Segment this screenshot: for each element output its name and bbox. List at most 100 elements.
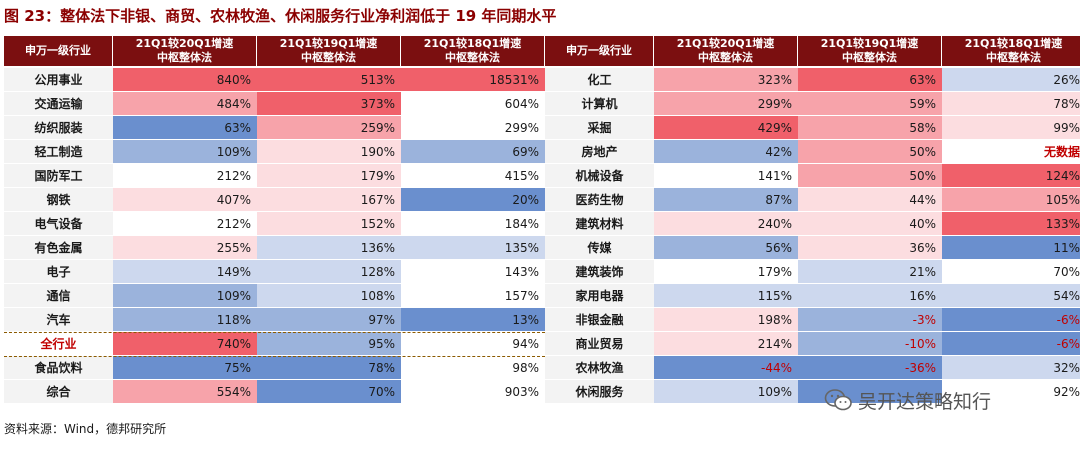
growth-value-cell: 92% xyxy=(942,380,1080,404)
growth-value-cell: -10% xyxy=(798,332,942,356)
growth-value-cell: 18531% xyxy=(401,68,545,92)
growth-value-cell: 105% xyxy=(942,188,1080,212)
industry-name-right: 非银金融 xyxy=(545,308,654,332)
growth-value-cell: 141% xyxy=(654,164,798,188)
industry-name-left: 纺织服装 xyxy=(4,116,113,140)
industry-name-right: 采掘 xyxy=(545,116,654,140)
growth-value-cell: 87% xyxy=(654,188,798,212)
growth-value-cell: 415% xyxy=(401,164,545,188)
growth-value-cell: -6% xyxy=(942,308,1080,332)
growth-value-cell: -36% xyxy=(798,356,942,380)
growth-value-cell: 50% xyxy=(798,140,942,164)
growth-value-cell: 323% xyxy=(654,68,798,92)
growth-value-cell: 56% xyxy=(654,236,798,260)
growth-value-cell: 604% xyxy=(401,92,545,116)
growth-value-cell: 513% xyxy=(257,68,401,92)
growth-value-cell: 157% xyxy=(401,284,545,308)
industry-name-left: 公用事业 xyxy=(4,68,113,92)
growth-value-cell: 32% xyxy=(942,356,1080,380)
growth-value-cell: 63% xyxy=(798,68,942,92)
industry-name-right: 商业贸易 xyxy=(545,332,654,356)
wechat-icon xyxy=(824,389,852,411)
growth-value-cell: 40% xyxy=(798,212,942,236)
industry-name-right: 建筑材料 xyxy=(545,212,654,236)
industry-name-left: 通信 xyxy=(4,284,113,308)
growth-value-cell: 95% xyxy=(257,332,401,356)
growth-value-cell: 16% xyxy=(798,284,942,308)
industry-name-right: 机械设备 xyxy=(545,164,654,188)
growth-value-cell: 135% xyxy=(401,236,545,260)
growth-value-cell: 21% xyxy=(798,260,942,284)
growth-value-cell: 44% xyxy=(798,188,942,212)
figure-title: 图 23：整体法下非银、商贸、农林牧渔、休闲服务行业净利润低于 19 年同期水平 xyxy=(4,7,557,25)
growth-value-cell: 259% xyxy=(257,116,401,140)
growth-value-cell: 214% xyxy=(654,332,798,356)
growth-value-cell: 133% xyxy=(942,212,1080,236)
growth-value-cell: 179% xyxy=(654,260,798,284)
growth-value-cell: 240% xyxy=(654,212,798,236)
industry-name-right: 医药生物 xyxy=(545,188,654,212)
watermark: 吴开达策略知行 xyxy=(824,386,991,414)
industry-name-left: 电子 xyxy=(4,260,113,284)
growth-value-cell: -44% xyxy=(654,356,798,380)
highlight-row-border xyxy=(4,356,545,357)
industry-name-right: 农林牧渔 xyxy=(545,356,654,380)
growth-value-cell: 70% xyxy=(257,380,401,404)
growth-value-cell: 98% xyxy=(401,356,545,380)
industry-name-left: 电气设备 xyxy=(4,212,113,236)
growth-value-cell: 42% xyxy=(654,140,798,164)
growth-value-cell: -6% xyxy=(942,332,1080,356)
column-header: 21Q1较19Q1增速 中枢整体法 xyxy=(798,36,942,66)
growth-value-cell: 554% xyxy=(113,380,257,404)
growth-value-cell: 136% xyxy=(257,236,401,260)
growth-value-cell: 840% xyxy=(113,68,257,92)
growth-value-cell: 740% xyxy=(113,332,257,356)
industry-name-left: 汽车 xyxy=(4,308,113,332)
industry-name-right: 计算机 xyxy=(545,92,654,116)
growth-value-cell: 124% xyxy=(942,164,1080,188)
column-header: 21Q1较18Q1增速 中枢整体法 xyxy=(942,36,1080,66)
growth-value-cell: 58% xyxy=(798,116,942,140)
growth-value-cell: 20% xyxy=(401,188,545,212)
growth-value-cell: -3% xyxy=(798,308,942,332)
column-header: 申万一级行业 xyxy=(545,36,654,66)
growth-value-cell: 212% xyxy=(113,164,257,188)
growth-value-cell: 407% xyxy=(113,188,257,212)
growth-value-cell: 484% xyxy=(113,92,257,116)
growth-value-cell: 26% xyxy=(942,68,1080,92)
industry-name-right: 家用电器 xyxy=(545,284,654,308)
industry-name-right: 房地产 xyxy=(545,140,654,164)
industry-name-right: 化工 xyxy=(545,68,654,92)
industry-name-left: 综合 xyxy=(4,380,113,404)
industry-name-left: 全行业 xyxy=(4,332,113,356)
growth-value-cell: 63% xyxy=(113,116,257,140)
growth-value-cell: 118% xyxy=(113,308,257,332)
source-note: 资料来源：Wind，德邦研究所 xyxy=(4,422,167,436)
growth-value-cell: 36% xyxy=(798,236,942,260)
growth-value-cell: 97% xyxy=(257,308,401,332)
growth-value-cell: 11% xyxy=(942,236,1080,260)
industry-name-left: 国防军工 xyxy=(4,164,113,188)
growth-value-cell: 75% xyxy=(113,356,257,380)
industry-growth-table: 申万一级行业 21Q1较20Q1增速 中枢整体法 21Q1较19Q1增速 中枢整体法 21… xyxy=(4,36,1080,408)
growth-value-cell: 143% xyxy=(401,260,545,284)
growth-value-cell: 59% xyxy=(798,92,942,116)
growth-value-cell: 184% xyxy=(401,212,545,236)
growth-value-cell: 108% xyxy=(257,284,401,308)
highlight-row-border xyxy=(4,332,545,333)
growth-value-cell: 429% xyxy=(654,116,798,140)
growth-value-cell: 299% xyxy=(654,92,798,116)
growth-value-cell: 50% xyxy=(798,164,942,188)
column-header: 21Q1较20Q1增速 中枢整体法 xyxy=(113,36,257,66)
growth-value-cell: 78% xyxy=(257,356,401,380)
industry-name-right: 休闲服务 xyxy=(545,380,654,404)
industry-name-left: 食品饮料 xyxy=(4,356,113,380)
growth-value-cell: 149% xyxy=(113,260,257,284)
growth-value-cell: 167% xyxy=(257,188,401,212)
industry-name-left: 有色金属 xyxy=(4,236,113,260)
growth-value-cell: 78% xyxy=(942,92,1080,116)
industry-name-right: 传媒 xyxy=(545,236,654,260)
growth-value-cell: 373% xyxy=(257,92,401,116)
column-header: 21Q1较19Q1增速 中枢整体法 xyxy=(257,36,401,66)
growth-value-cell: 54% xyxy=(942,284,1080,308)
